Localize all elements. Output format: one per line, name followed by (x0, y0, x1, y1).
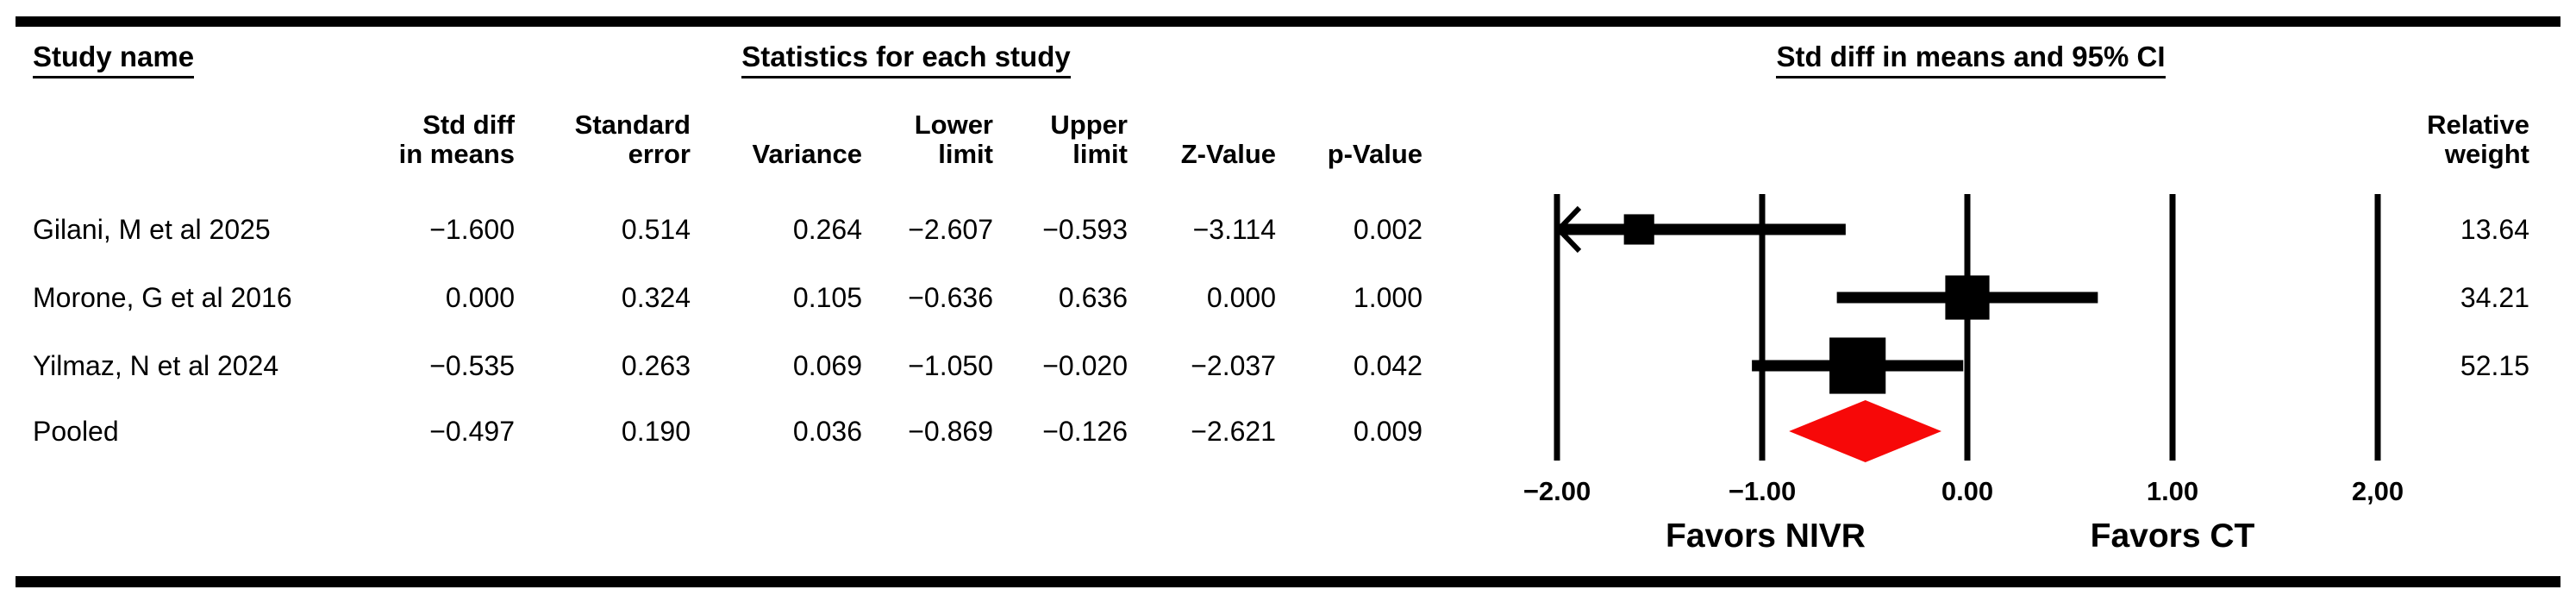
lower-limit-value: −0.869 (908, 416, 993, 447)
study-name-header-text: Study name (33, 41, 195, 78)
favors-left-label: Favors NIVR (1666, 517, 1866, 555)
column-header-line: Standard (574, 110, 691, 140)
lower-limit-value: −2.607 (908, 214, 993, 245)
lower-limit-value: −1.050 (908, 350, 993, 381)
statistics-header-text: Statistics for each study (741, 41, 1071, 78)
x-tick-label: −1.00 (1728, 476, 1797, 506)
column-header-variance: Variance (638, 110, 862, 169)
study-point-square (1623, 214, 1654, 245)
relative-weight-value: 52.15 (2460, 350, 2529, 381)
column-header-line: p-Value (1327, 139, 1422, 169)
variance-value: 0.105 (792, 282, 862, 313)
column-header-line: Std diff (422, 110, 515, 140)
top-rule (16, 16, 2560, 27)
x-tick-label: 0.00 (1941, 476, 1994, 506)
z-value: −2.621 (1191, 416, 1276, 447)
study-name: Morone, G et al 2016 (33, 282, 292, 313)
table-row: Gilani, M et al 2025 −1.600 0.514 0.264 … (0, 212, 2576, 247)
relative-weight-value: 13.64 (2460, 214, 2529, 245)
column-header-line: weight (2444, 139, 2529, 169)
relative-weight-value: 34.21 (2460, 282, 2529, 313)
variance-value: 0.264 (792, 214, 862, 245)
column-header-standard-error: Standard error (466, 110, 691, 169)
column-header-p-value: p-Value (1198, 110, 1422, 169)
upper-limit-value: −0.126 (1042, 416, 1128, 447)
table-row: Morone, G et al 2016 0.000 0.324 0.105 −… (0, 280, 2576, 315)
column-header-line: Relative (2427, 110, 2529, 140)
column-header-line: Lower (914, 110, 993, 140)
p-value: 0.002 (1353, 214, 1422, 245)
p-value: 0.042 (1353, 350, 1422, 381)
x-tick-label: 1.00 (2146, 476, 2199, 506)
ci-plot-header: Std diff in means and 95% CI (1768, 41, 2173, 78)
table-row: Yilmaz, N et al 2024 −0.535 0.263 0.069 … (0, 348, 2576, 383)
bottom-rule (16, 576, 2560, 587)
std-err-value: 0.324 (621, 282, 691, 313)
upper-limit-value: −0.020 (1042, 350, 1128, 381)
column-header-line: error (628, 139, 691, 169)
statistics-header: Statistics for each study (732, 41, 1080, 78)
std-err-value: 0.263 (621, 350, 691, 381)
column-header-line: Upper (1050, 110, 1128, 140)
upper-limit-value: −0.593 (1042, 214, 1128, 245)
column-header-line: limit (1072, 139, 1128, 169)
study-name: Gilani, M et al 2025 (33, 214, 271, 245)
x-tick-label: −2.00 (1522, 476, 1591, 506)
column-header-line: in means (398, 139, 515, 169)
variance-value: 0.036 (792, 416, 862, 447)
column-header-line: Variance (752, 139, 862, 169)
column-header-upper-limit: Upper limit (903, 110, 1128, 169)
lower-limit-value: −0.636 (908, 282, 993, 313)
z-value: −2.037 (1191, 350, 1276, 381)
p-value: 0.009 (1353, 416, 1422, 447)
column-header-z-value: Z-Value (1052, 110, 1276, 169)
study-point-square (1945, 275, 1990, 320)
std-err-value: 0.514 (621, 214, 691, 245)
z-value: 0.000 (1206, 282, 1276, 313)
column-header-relative-weight: Relative weight (2305, 110, 2529, 169)
ci-plot-header-text: Std diff in means and 95% CI (1776, 41, 2166, 78)
std-diff-value: −1.600 (429, 214, 515, 245)
study-name: Pooled (33, 416, 119, 447)
variance-value: 0.069 (792, 350, 862, 381)
column-header-std-diff: Std diff in means (291, 110, 515, 169)
x-tick-label: 2,00 (2351, 476, 2404, 506)
ci-clip-arrow-left-icon (1554, 205, 1582, 254)
column-header-lower-limit: Lower limit (769, 110, 993, 169)
std-diff-value: −0.497 (429, 416, 515, 447)
study-name: Yilmaz, N et al 2024 (33, 350, 279, 381)
favors-right-label: Favors CT (2090, 517, 2255, 555)
z-value: −3.114 (1192, 214, 1276, 245)
p-value: 1.000 (1353, 282, 1422, 313)
study-point-square (1829, 337, 1886, 394)
std-err-value: 0.190 (621, 416, 691, 447)
std-diff-value: −0.535 (429, 350, 515, 381)
column-header-line: Z-Value (1180, 139, 1276, 169)
column-header-line: limit (938, 139, 993, 169)
upper-limit-value: 0.636 (1058, 282, 1128, 313)
pooled-diamond (1789, 400, 1942, 462)
study-name-header: Study name (33, 41, 195, 78)
table-row-pooled: Pooled −0.497 0.190 0.036 −0.869 −0.126 … (0, 414, 2576, 448)
std-diff-value: 0.000 (445, 282, 515, 313)
